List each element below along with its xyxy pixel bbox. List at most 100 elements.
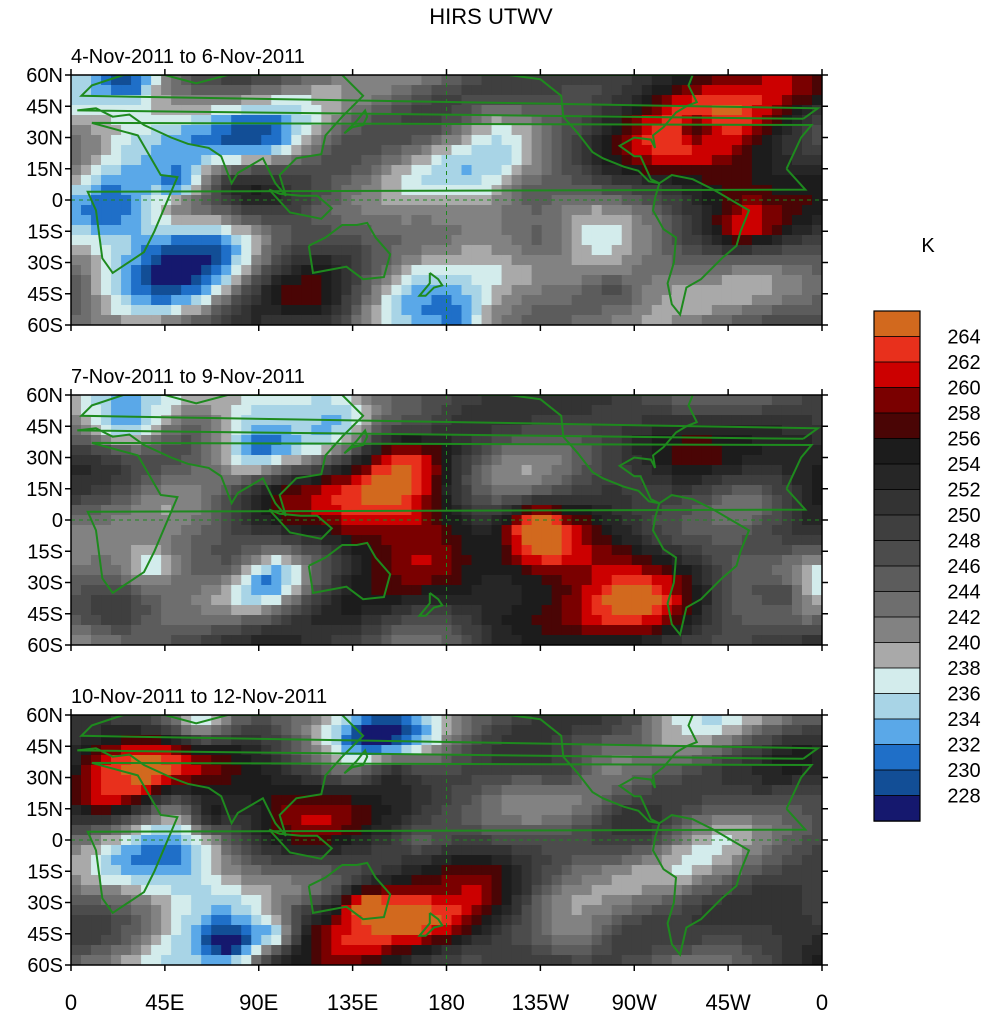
field-cell [591,625,603,636]
field-cell [141,245,152,256]
field-cell [621,425,633,436]
field-cell [141,205,152,216]
field-cell [361,265,372,276]
field-cell [351,205,362,216]
field-cell [481,405,493,416]
field-cell [721,575,733,586]
field-cell [501,755,513,766]
field-cell [561,165,573,176]
field-cell [81,395,92,406]
field-cell [371,635,383,645]
field-cell [141,825,152,836]
field-cell [751,725,763,736]
field-cell [491,575,503,586]
field-cell [401,465,413,476]
field-cell [591,175,603,186]
y-tick-label: 30S [27,573,63,595]
field-cell [421,525,433,536]
field-cell [411,595,423,606]
field-cell [721,615,733,626]
field-cell [581,765,593,776]
field-cell [341,605,352,616]
field-cell [221,575,232,586]
field-cell [321,485,332,496]
field-cell [131,855,142,866]
field-cell [681,595,693,606]
field-cell [461,215,473,226]
field-cell [141,85,152,96]
field-cell [521,745,533,756]
field-cell [311,715,322,726]
field-cell [101,445,112,456]
field-cell [181,495,192,506]
field-cell [681,265,693,276]
field-cell [161,545,172,556]
field-cell [161,125,172,136]
field-cell [471,85,483,96]
field-cell [71,855,82,866]
field-cell [581,495,593,506]
field-cell [681,745,693,756]
field-cell [71,485,82,496]
field-cell [421,235,433,246]
field-cell [721,585,733,596]
field-cell [621,755,633,766]
field-cell [721,555,733,566]
field-cell [561,455,573,466]
field-cell [161,715,172,726]
field-cell [211,715,222,726]
field-cell [381,295,393,306]
field-cell [241,765,252,776]
field-cell [151,305,162,316]
field-cell [471,475,483,486]
field-cell [641,85,653,96]
field-cell [81,525,92,536]
field-cell [451,285,463,296]
field-cell [531,615,543,626]
field-cell [461,635,473,645]
field-cell [271,625,282,636]
field-cell [681,425,693,436]
field-cell [661,285,673,296]
field-cell [721,295,733,306]
coastline [86,441,814,595]
field-cell [631,595,643,606]
field-cell [281,585,292,596]
field-cell [221,755,232,766]
field-cell [721,565,733,576]
field-cell [291,265,302,276]
field-cell [481,635,493,645]
field-cell [731,735,743,746]
field-cell [591,835,603,846]
field-cell [211,105,222,116]
field-cell [631,125,643,136]
field-cell [531,765,543,776]
field-cell [211,615,222,626]
field-cell [331,635,342,645]
field-cell [181,155,192,166]
field-cell [601,755,613,766]
field-cell [271,465,282,476]
field-cell [281,565,292,576]
field-cell [151,245,162,256]
field-cell [381,205,393,216]
field-cell [681,765,693,776]
field-cell [401,565,413,576]
field-cell [641,295,653,306]
field-cell [441,195,453,206]
field-cell [251,795,262,806]
field-cell [431,725,443,736]
field-cell [181,165,192,176]
field-cell [721,795,733,806]
field-cell [601,465,613,476]
field-cell [251,495,262,506]
field-cell [771,535,783,546]
field-cell [801,105,813,116]
field-cell [541,845,553,856]
field-cell [411,435,423,446]
field-cell [551,605,563,616]
field-cell [511,395,523,406]
field-cell [651,455,663,466]
field-cell [241,755,252,766]
field-cell [371,315,383,325]
